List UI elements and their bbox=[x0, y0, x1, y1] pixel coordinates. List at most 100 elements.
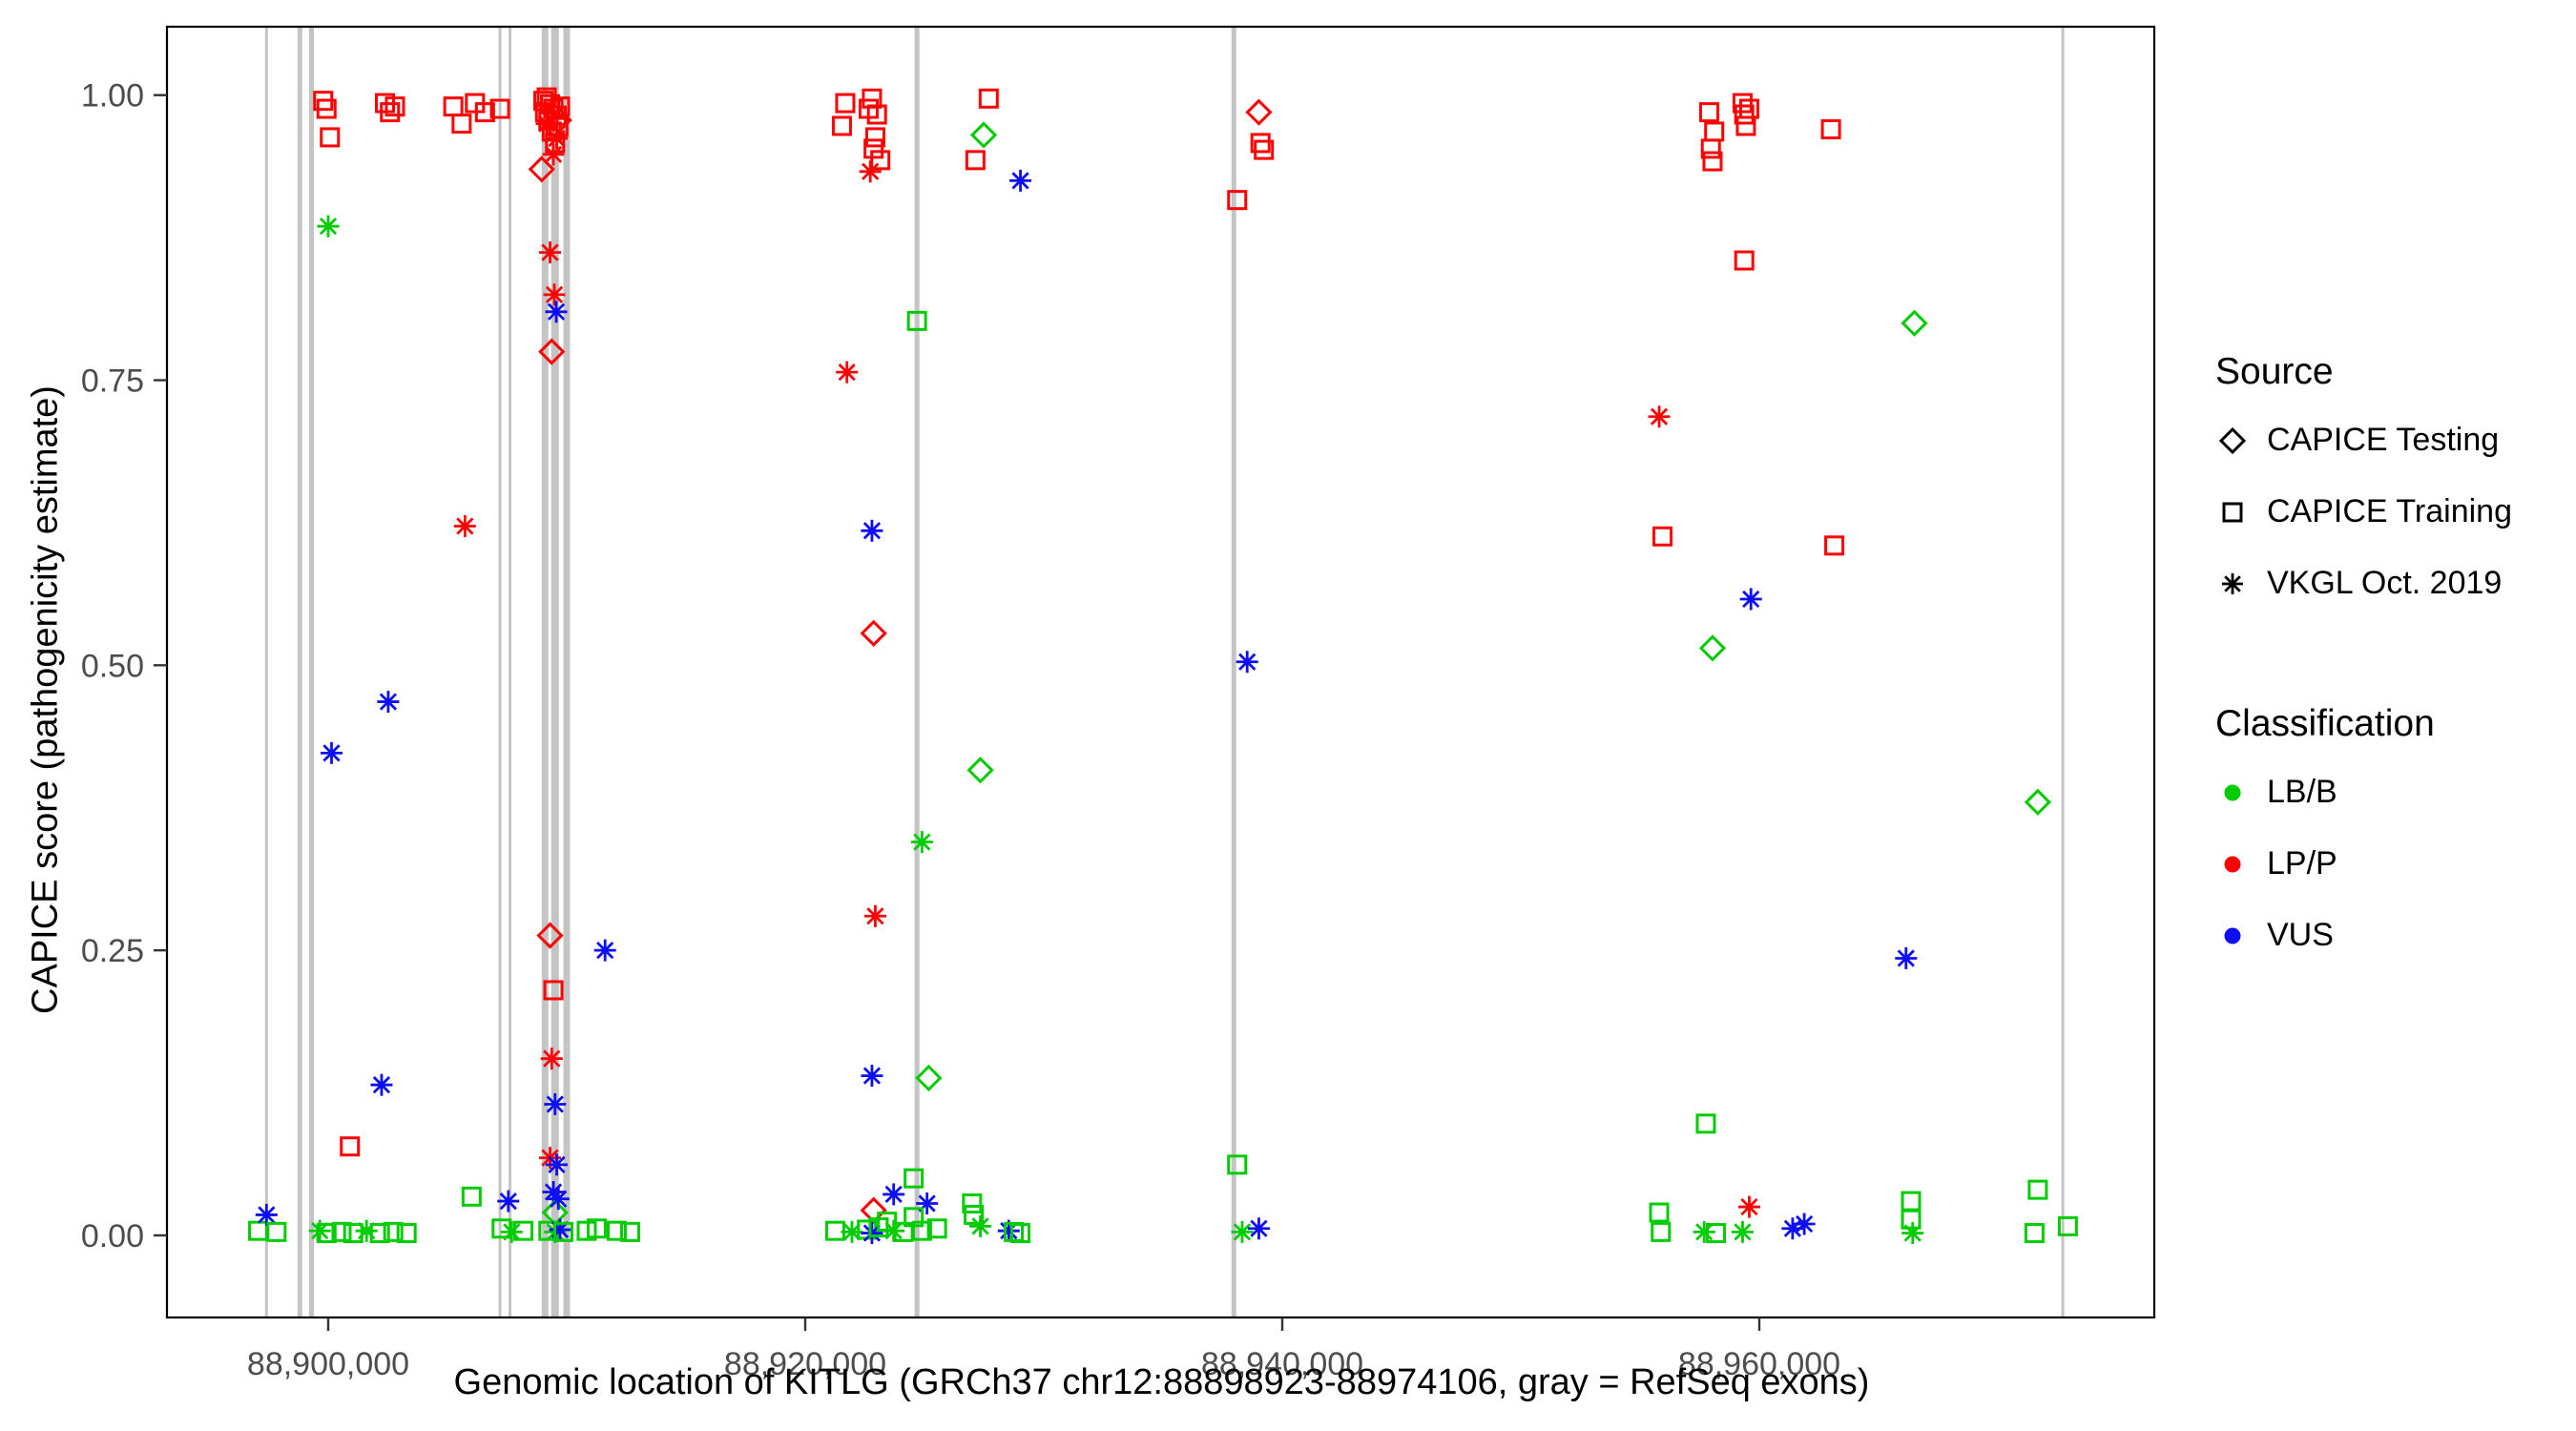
data-point-training bbox=[863, 138, 884, 159]
data-point-training bbox=[1734, 250, 1755, 271]
data-point-testing bbox=[1245, 98, 1273, 126]
legend-item-vus: VUS bbox=[2215, 917, 2512, 954]
legend-classification-title: Classification bbox=[2215, 703, 2435, 744]
data-point-training bbox=[384, 96, 405, 117]
data-point-training bbox=[1254, 139, 1275, 160]
data-point-training bbox=[331, 1221, 352, 1242]
data-point-training bbox=[550, 96, 571, 117]
data-point-training bbox=[606, 1220, 627, 1241]
data-point-training bbox=[383, 1221, 404, 1242]
data-point-vkgl bbox=[377, 691, 400, 714]
y-tick-label: 0.75 bbox=[81, 363, 144, 400]
data-point-training bbox=[864, 127, 885, 148]
legend-label-lpp: LP/P bbox=[2267, 845, 2337, 881]
data-point-testing bbox=[545, 106, 572, 135]
data-point-vkgl bbox=[535, 113, 558, 135]
data-point-testing bbox=[860, 619, 887, 647]
data-point-testing bbox=[536, 922, 564, 949]
data-point-vkgl bbox=[916, 1192, 939, 1214]
data-point-training bbox=[451, 114, 472, 135]
legend: Source CAPICE Testing CAPICE Training bbox=[2215, 351, 2512, 988]
lbb-dot-icon bbox=[2224, 784, 2241, 800]
legend-item-capice-testing: CAPICE Testing bbox=[2215, 422, 2512, 459]
data-point-vkgl bbox=[370, 1073, 393, 1096]
data-point-vkgl bbox=[453, 515, 476, 538]
data-point-vkgl bbox=[546, 1153, 569, 1176]
data-point-training bbox=[1901, 1191, 1922, 1212]
data-point-training bbox=[1695, 1113, 1716, 1134]
data-point-vkgl bbox=[540, 1047, 563, 1070]
legend-label-capice-testing: CAPICE Testing bbox=[2267, 422, 2500, 458]
data-point-vkgl bbox=[321, 741, 343, 764]
data-point-training bbox=[1250, 133, 1271, 154]
data-point-training bbox=[369, 1223, 390, 1244]
data-point-testing bbox=[1698, 634, 1727, 662]
data-point-vkgl bbox=[1737, 1195, 1760, 1218]
x-tick-label: 88,920,000 bbox=[724, 1346, 886, 1382]
y-axis-title: CAPICE score (pathogenicity estimate) bbox=[25, 385, 66, 1014]
data-point-training bbox=[316, 1223, 337, 1244]
legend-label-vkgl: VKGL Oct. 2019 bbox=[2267, 565, 2503, 601]
data-point-training bbox=[1649, 1202, 1670, 1223]
data-point-vkgl bbox=[863, 904, 886, 927]
data-point-training bbox=[266, 1221, 287, 1242]
data-point-vkgl bbox=[1693, 1220, 1715, 1243]
data-point-training bbox=[926, 1218, 947, 1239]
data-point-training bbox=[316, 98, 337, 119]
y-tick-label: 0.50 bbox=[81, 648, 144, 684]
data-point-training bbox=[866, 104, 887, 125]
data-point-training bbox=[904, 1168, 924, 1189]
data-point-training bbox=[1227, 190, 1248, 211]
data-point-training bbox=[343, 1223, 364, 1244]
data-point-training bbox=[2057, 1215, 2078, 1236]
data-point-vkgl bbox=[861, 1065, 883, 1088]
data-point-testing bbox=[966, 757, 994, 784]
panel-border bbox=[165, 25, 2156, 1319]
data-point-training bbox=[1734, 104, 1755, 125]
data-point-vkgl bbox=[859, 160, 882, 183]
data-point-training bbox=[513, 1220, 534, 1241]
data-point-training bbox=[1820, 119, 1841, 140]
data-point-vkgl bbox=[1731, 1220, 1754, 1243]
square-icon bbox=[2222, 502, 2243, 522]
data-point-vkgl bbox=[910, 831, 933, 854]
y-tick-label: 0.00 bbox=[81, 1218, 144, 1255]
data-point-vkgl bbox=[1895, 947, 1918, 970]
data-point-training bbox=[1652, 526, 1673, 547]
data-point-training bbox=[320, 127, 341, 148]
data-point-testing bbox=[915, 1064, 943, 1092]
data-point-training bbox=[1901, 1209, 1922, 1230]
data-point-testing bbox=[969, 121, 998, 149]
data-point-vkgl bbox=[861, 519, 883, 542]
data-point-vkgl bbox=[500, 1220, 523, 1243]
data-point-training bbox=[906, 310, 927, 331]
data-point-training bbox=[543, 980, 564, 1001]
legend-section-gap bbox=[2215, 636, 2512, 703]
data-point-training bbox=[870, 150, 891, 171]
vus-dot-icon bbox=[2224, 927, 2241, 944]
data-point-vkgl bbox=[883, 1183, 905, 1206]
data-point-training bbox=[965, 150, 986, 171]
data-point-training bbox=[443, 96, 464, 117]
data-point-vkgl bbox=[1236, 651, 1258, 674]
legend-item-lbb: LB/B bbox=[2215, 774, 2512, 811]
legend-label-capice-training: CAPICE Training bbox=[2267, 493, 2512, 529]
y-tick-label: 0.25 bbox=[81, 933, 144, 969]
asterisk-icon bbox=[2222, 572, 2243, 594]
legend-label-lbb: LB/B bbox=[2267, 774, 2337, 810]
data-point-vkgl bbox=[539, 241, 562, 264]
data-point-training bbox=[911, 1220, 932, 1241]
data-point-training bbox=[1705, 1223, 1726, 1244]
data-point-training bbox=[1010, 1223, 1031, 1244]
data-point-vkgl bbox=[1739, 588, 1762, 611]
data-point-vkgl bbox=[836, 361, 859, 384]
data-point-vkgl bbox=[543, 283, 566, 306]
data-point-training bbox=[1732, 93, 1753, 114]
data-point-training bbox=[1704, 121, 1725, 142]
legend-label-vus: VUS bbox=[2267, 917, 2334, 953]
data-point-testing bbox=[1901, 309, 1928, 337]
data-point-training bbox=[1738, 98, 1759, 119]
legend-item-vkgl: VKGL Oct. 2019 bbox=[2215, 565, 2512, 602]
